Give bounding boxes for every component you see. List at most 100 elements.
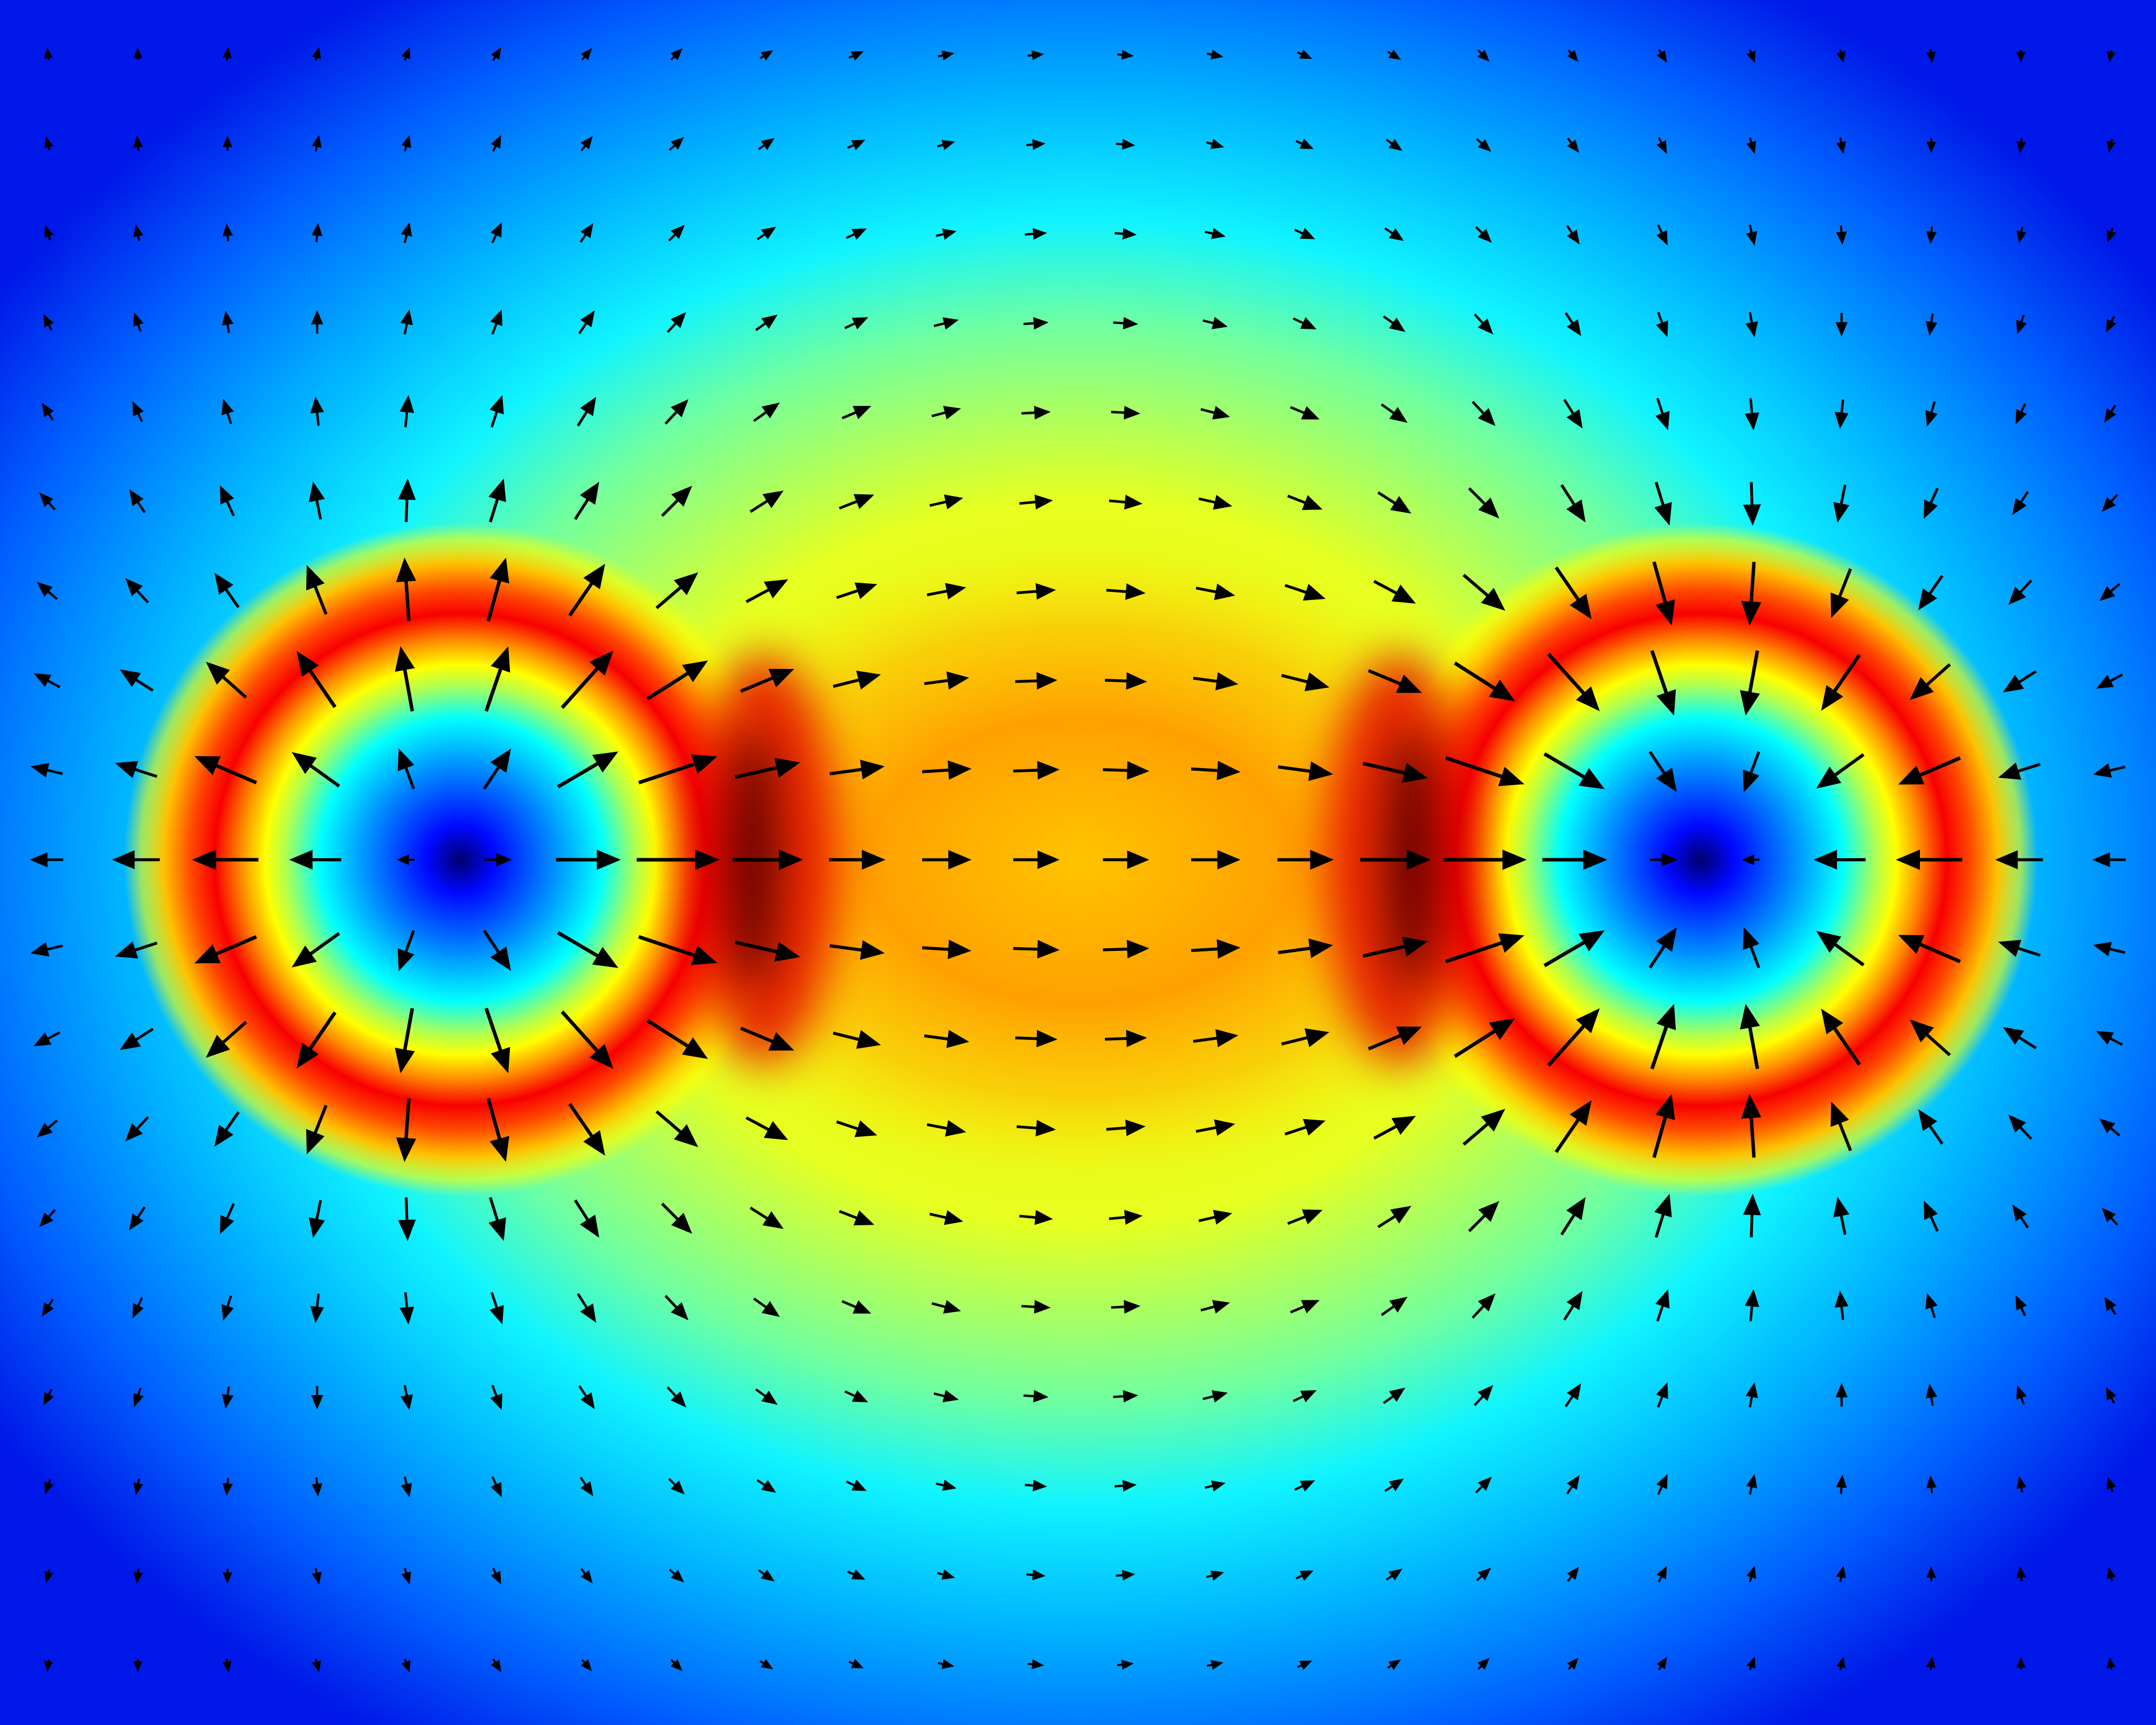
arrow: [1293, 1390, 1317, 1403]
arrow: [1835, 1291, 1849, 1320]
arrow: [1554, 566, 1592, 619]
arrow: [2092, 852, 2126, 867]
arrow: [33, 1031, 61, 1046]
arrow: [112, 850, 160, 870]
arrow: [1924, 487, 1939, 519]
arrow: [1995, 850, 2043, 870]
arrow: [1117, 1659, 1134, 1670]
arrow: [2016, 1385, 2027, 1405]
arrow: [1652, 1094, 1675, 1158]
arrow: [310, 1293, 324, 1323]
arrow: [581, 48, 592, 61]
arrow: [1290, 1300, 1320, 1314]
arrow: [1656, 137, 1667, 154]
arrow: [120, 669, 154, 692]
arrow: [488, 478, 506, 523]
arrow: [1196, 583, 1235, 601]
arrow: [2102, 493, 2119, 512]
arrow: [740, 668, 794, 693]
arrow: [39, 1209, 56, 1227]
arrow: [670, 48, 683, 61]
arrow: [1543, 752, 1605, 789]
arrow: [490, 1658, 502, 1673]
arrow: [306, 1105, 328, 1155]
arrow: [214, 572, 240, 609]
arrow: [2106, 316, 2117, 333]
arrows: [30, 47, 2126, 1673]
arrow: [312, 47, 321, 61]
arrow: [2016, 314, 2027, 334]
arrow: [934, 1390, 959, 1403]
arrow: [1650, 650, 1676, 716]
arrow: [1477, 49, 1490, 62]
arrow: [401, 1658, 411, 1673]
arrow: [1648, 927, 1677, 969]
arrow: [2093, 763, 2126, 778]
arrow: [1017, 583, 1056, 600]
arrow: [1547, 653, 1600, 712]
arrow: [222, 47, 232, 61]
arrow: [1200, 1300, 1231, 1314]
arrow: [1462, 1108, 1505, 1146]
arrow: [1836, 1565, 1847, 1582]
arrow: [37, 582, 58, 600]
arrow: [1106, 583, 1146, 600]
arrow: [1191, 939, 1241, 959]
arrow: [655, 572, 699, 610]
arrow: [735, 940, 800, 962]
arrow: [2015, 1295, 2027, 1316]
arrow: [929, 494, 964, 509]
arrow: [401, 1568, 411, 1585]
arrow: [1656, 1565, 1667, 1583]
arrow: [638, 754, 717, 785]
arrow: [2016, 1657, 2026, 1669]
arrow: [758, 138, 775, 150]
arrow: [192, 850, 259, 870]
arrow: [578, 310, 595, 335]
arrow: [1656, 1382, 1668, 1408]
arrow: [1474, 1385, 1494, 1406]
arrow: [1926, 138, 1937, 154]
arrow: [205, 1020, 247, 1058]
arrow: [578, 1385, 595, 1410]
arrow: [1297, 1660, 1312, 1671]
arrow: [581, 1659, 592, 1672]
arrow: [847, 140, 866, 150]
arrow: [1744, 1289, 1759, 1322]
arrow: [1563, 399, 1583, 429]
arrow: [2106, 1386, 2117, 1404]
arrow: [1998, 762, 2041, 780]
arrow: [1650, 1004, 1676, 1070]
arrow: [1918, 1109, 1944, 1145]
arrow: [1193, 672, 1239, 691]
arrow: [740, 1026, 794, 1051]
arrow: [846, 228, 867, 240]
arrow: [133, 312, 144, 332]
arrow: [1654, 1193, 1672, 1238]
arrow: [2104, 404, 2117, 423]
arrow: [1816, 930, 1865, 967]
arrow: [44, 47, 53, 60]
arrow: [1471, 401, 1496, 426]
arrow: [1294, 227, 1315, 239]
arrow: [1836, 49, 1846, 63]
arrow: [1926, 1566, 1937, 1582]
arrow: [646, 1019, 708, 1059]
arrow: [1560, 484, 1586, 523]
arrow: [30, 852, 64, 867]
arrow: [1743, 927, 1760, 969]
arrow: [1117, 50, 1134, 60]
arrow: [1384, 227, 1404, 242]
arrow: [490, 47, 502, 61]
arrow: [33, 673, 61, 688]
arrow: [1281, 1028, 1330, 1047]
arrow: [1741, 1094, 1761, 1158]
arrow: [1740, 650, 1760, 716]
arrow: [401, 47, 411, 61]
arrow: [2096, 1031, 2123, 1046]
arrow: [1547, 1008, 1600, 1067]
arrow: [30, 763, 63, 778]
arrow: [1656, 224, 1668, 246]
arrow: [1830, 1101, 1852, 1151]
